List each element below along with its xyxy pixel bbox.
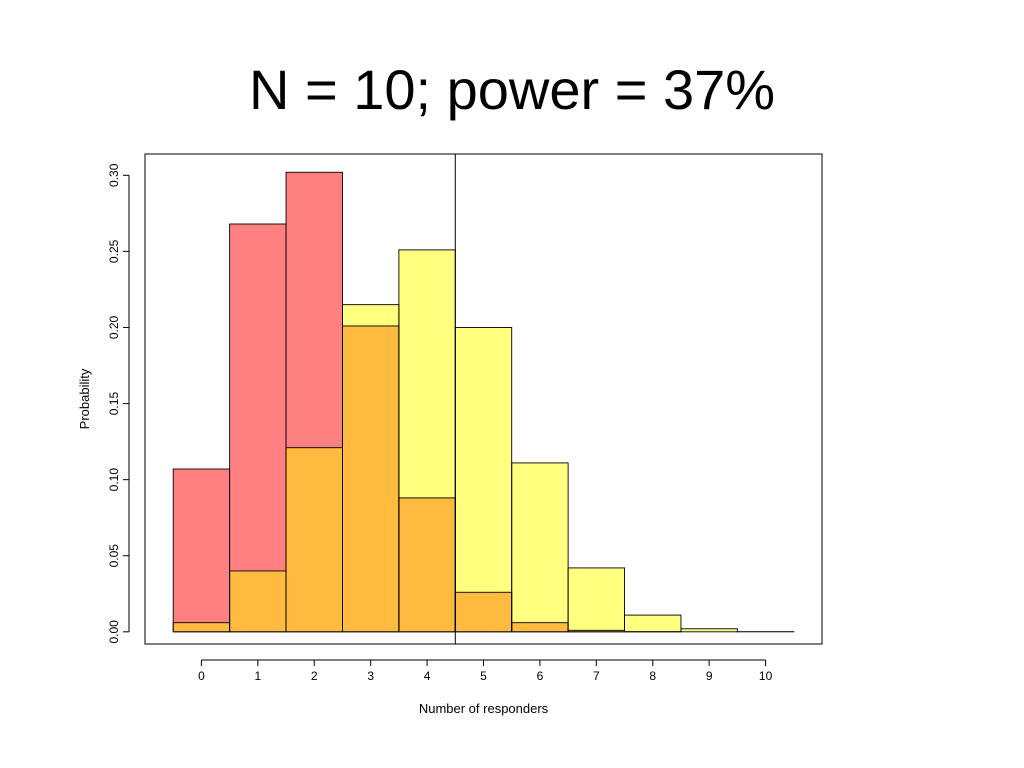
- alt-bar-9: [680, 628, 738, 632]
- y-axis: 0.00 0.05 0.10 0.15 0.20 0.25 0.30: [107, 163, 130, 644]
- slide-title: N = 10; power = 37%: [248, 58, 776, 121]
- alt-bar-outline-7: [567, 567, 625, 633]
- alt-bar-6: [511, 462, 569, 623]
- x-tick-label: 0: [198, 669, 205, 683]
- alt-bar-4: [398, 249, 456, 498]
- null-bar-1: [229, 224, 287, 571]
- overlap-bar-6: [511, 622, 569, 632]
- overlap-bar-1: [229, 570, 287, 632]
- plot-frame: [144, 153, 823, 645]
- overlap-bar-0: [173, 622, 230, 632]
- x-tick-label: 3: [367, 669, 374, 683]
- overlap-bar-5: [455, 592, 512, 632]
- overlap-bar-2: [286, 447, 343, 632]
- x-tick-label: 4: [424, 669, 431, 683]
- overlap-bars: [173, 325, 681, 632]
- x-tick-label: 8: [649, 669, 656, 683]
- bar-outlines: [172, 171, 795, 633]
- overlap-bar-3: [342, 325, 399, 632]
- y-tick-label: 0.15: [107, 392, 121, 416]
- y-tick-label: 0.00: [107, 620, 121, 644]
- alt-bar-outline-8: [624, 614, 682, 633]
- y-tick-label: 0.20: [107, 315, 121, 339]
- alt-bar-8: [624, 615, 681, 632]
- x-tick-label: 6: [537, 669, 544, 683]
- null-bar-2: [286, 172, 343, 448]
- alt-bar-3: [342, 304, 399, 326]
- x-axis-label: Number of responders: [419, 701, 549, 716]
- alt-bar-7: [568, 567, 625, 631]
- y-axis-label: Probability: [77, 368, 92, 429]
- alt-bar-outline-9: [680, 628, 738, 633]
- x-tick-label: 1: [254, 669, 261, 683]
- y-tick-label: 0.30: [107, 163, 121, 187]
- y-tick-label: 0.25: [107, 239, 121, 263]
- null-distribution-bars: [173, 172, 343, 623]
- y-tick-label: 0.10: [107, 468, 121, 492]
- x-tick-label: 7: [593, 669, 600, 683]
- null-bar-0: [173, 469, 230, 623]
- x-tick-label: 5: [480, 669, 487, 683]
- alt-bar-outline-6: [511, 462, 569, 633]
- overlap-bar-4: [398, 497, 456, 632]
- x-tick-label: 9: [706, 669, 713, 683]
- y-tick-label: 0.05: [107, 544, 121, 568]
- alt-bar-5: [455, 327, 512, 593]
- alternative-distribution-bars: [342, 249, 794, 632]
- overlap-bar-7: [568, 630, 625, 632]
- x-tick-label: 2: [311, 669, 318, 683]
- x-axis: 0 1 2 3 4 5 6 7 8 9 10: [198, 659, 773, 683]
- x-tick-label: 10: [759, 669, 773, 683]
